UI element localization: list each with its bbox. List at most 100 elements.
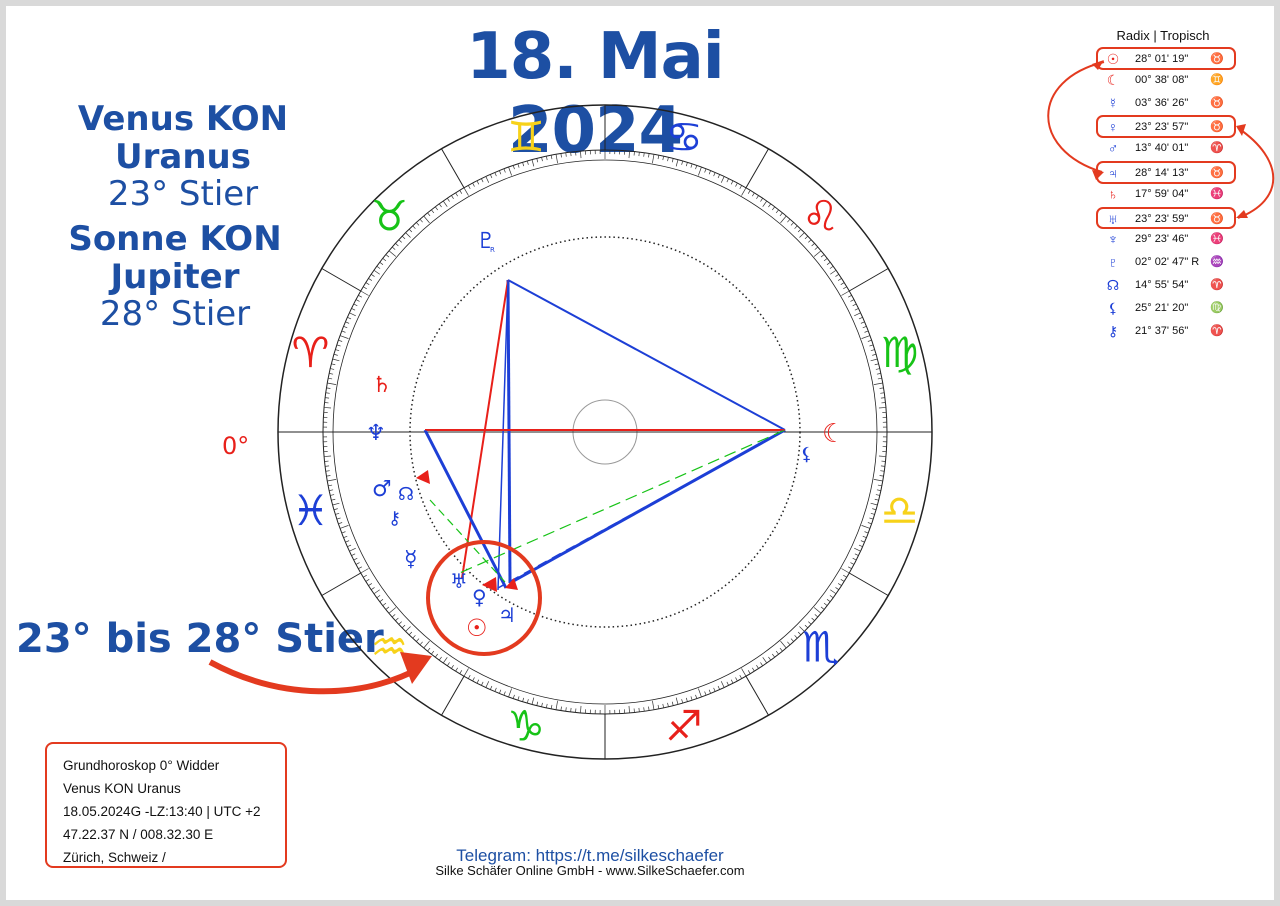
degree-tick bbox=[726, 178, 729, 183]
telegram-link[interactable]: Telegram: https://t.me/silkeschaefer bbox=[456, 846, 724, 865]
degree-tick bbox=[489, 174, 493, 179]
degree-tick bbox=[329, 373, 334, 375]
degree-tick bbox=[455, 667, 458, 672]
saturn-symbol: ♄ bbox=[372, 373, 392, 398]
degree-tick bbox=[459, 670, 463, 674]
degree-tick bbox=[508, 688, 512, 698]
degree-tick bbox=[854, 547, 861, 552]
degree-tick bbox=[847, 566, 852, 570]
degree-tick bbox=[850, 562, 855, 565]
range-label: 23° bis 28° Stier bbox=[16, 616, 384, 662]
pluto-retro-marker: R bbox=[490, 246, 495, 254]
degree-tick bbox=[720, 176, 725, 183]
degree-tick bbox=[860, 321, 865, 324]
degree-tick bbox=[373, 269, 380, 275]
degree-tick bbox=[324, 407, 332, 409]
aspect-line bbox=[497, 279, 509, 591]
planet-symbol-icon: ♃ bbox=[1107, 164, 1119, 181]
degree-tick bbox=[835, 274, 839, 277]
degree-tick bbox=[762, 200, 768, 207]
degree-tick bbox=[880, 470, 885, 472]
degree-tick bbox=[772, 653, 775, 658]
degree-tick bbox=[517, 696, 520, 701]
planet-symbol-icon: ♆ bbox=[1107, 231, 1119, 248]
pluto-symbol: ♇ bbox=[476, 229, 496, 254]
degree-tick bbox=[628, 151, 630, 159]
mercury-symbol: ☿ bbox=[404, 547, 418, 572]
mars-arrow bbox=[482, 577, 497, 592]
degree-tick bbox=[752, 192, 755, 197]
degree-tick bbox=[345, 540, 350, 543]
degree-tick bbox=[351, 553, 356, 556]
degree-tick bbox=[489, 685, 493, 690]
degree-tick bbox=[648, 706, 650, 711]
planet-position: 28° 14' 13" bbox=[1135, 166, 1189, 179]
degree-tick bbox=[526, 160, 529, 165]
degree-tick bbox=[343, 535, 348, 538]
degree-tick bbox=[671, 158, 674, 163]
table-header: Radix | Tropisch bbox=[1116, 28, 1210, 43]
degree-tick bbox=[847, 294, 852, 298]
info-line: 18.05.2024G -LZ:13:40 | UTC +2 bbox=[63, 804, 261, 819]
degree-tick bbox=[546, 703, 548, 708]
sign-divider bbox=[321, 268, 362, 292]
degree-tick bbox=[869, 517, 874, 520]
degree-tick bbox=[328, 377, 333, 380]
venus-uranus-connector bbox=[1237, 127, 1275, 219]
connector-arrowhead bbox=[1236, 124, 1246, 136]
degree-tick bbox=[879, 387, 884, 389]
degree-tick bbox=[472, 677, 475, 682]
degree-tick bbox=[875, 368, 880, 370]
degree-tick bbox=[823, 258, 828, 262]
degree-tick bbox=[353, 303, 358, 307]
degree-tick bbox=[560, 153, 562, 158]
degree-tick bbox=[841, 290, 850, 296]
degree-tick bbox=[698, 688, 702, 698]
degree-tick bbox=[423, 215, 430, 224]
degree-tick bbox=[358, 566, 363, 570]
zodiac-glyphs: ♈ ♉ ♊ ♋ ♌ ♍ ♎ ♏ ♐ ♑ ♒ ♓ bbox=[292, 112, 919, 750]
sign-symbol-icon: ♍ bbox=[1210, 301, 1224, 314]
degree-tick bbox=[405, 626, 411, 632]
degree-tick bbox=[325, 392, 330, 394]
degree-tick bbox=[685, 697, 688, 702]
table-row: ☾ 00° 38' 08" ♊ bbox=[1098, 70, 1248, 93]
degree-tick bbox=[861, 335, 871, 339]
connector-arrowhead bbox=[1092, 170, 1104, 180]
planet-position: 17° 59' 04" bbox=[1135, 187, 1189, 200]
degree-tick bbox=[867, 522, 872, 525]
degree-tick bbox=[875, 494, 880, 496]
degree-tick bbox=[779, 212, 783, 217]
degree-tick bbox=[643, 707, 645, 712]
degree-tick bbox=[717, 685, 721, 690]
degree-tick bbox=[675, 697, 679, 705]
degree-tick bbox=[335, 512, 340, 515]
degree-tick bbox=[662, 156, 664, 161]
degree-tick bbox=[787, 641, 791, 646]
degree-tick bbox=[794, 225, 798, 229]
degree-tick bbox=[811, 617, 815, 621]
degree-tick bbox=[797, 228, 802, 233]
degree-tick bbox=[343, 326, 348, 329]
degree-tick bbox=[726, 681, 729, 686]
degree-tick bbox=[739, 674, 743, 679]
sign-symbol-icon: ♉ bbox=[1210, 96, 1224, 109]
degree-tick bbox=[335, 349, 340, 352]
degree-tick bbox=[830, 589, 837, 595]
aspect-headline: Sonne KON Jupiter bbox=[68, 219, 282, 297]
degree-tick bbox=[690, 163, 693, 168]
degree-tick bbox=[382, 602, 387, 606]
degree-tick bbox=[494, 687, 497, 692]
degree-tick bbox=[869, 344, 874, 347]
degree-tick bbox=[327, 382, 337, 385]
north-node-arrow bbox=[416, 470, 430, 484]
sign-dividers bbox=[278, 105, 932, 759]
degree-tick bbox=[401, 624, 406, 629]
degree-tick bbox=[353, 557, 358, 561]
mars-symbol: ♂ bbox=[372, 477, 392, 502]
planet-position: 13° 40' 01" bbox=[1135, 142, 1189, 155]
degree-tick bbox=[862, 326, 867, 329]
degree-tick bbox=[546, 156, 548, 161]
taurus-icon: ♉ bbox=[371, 191, 409, 240]
aspect-detail: 28° Stier bbox=[99, 294, 251, 334]
